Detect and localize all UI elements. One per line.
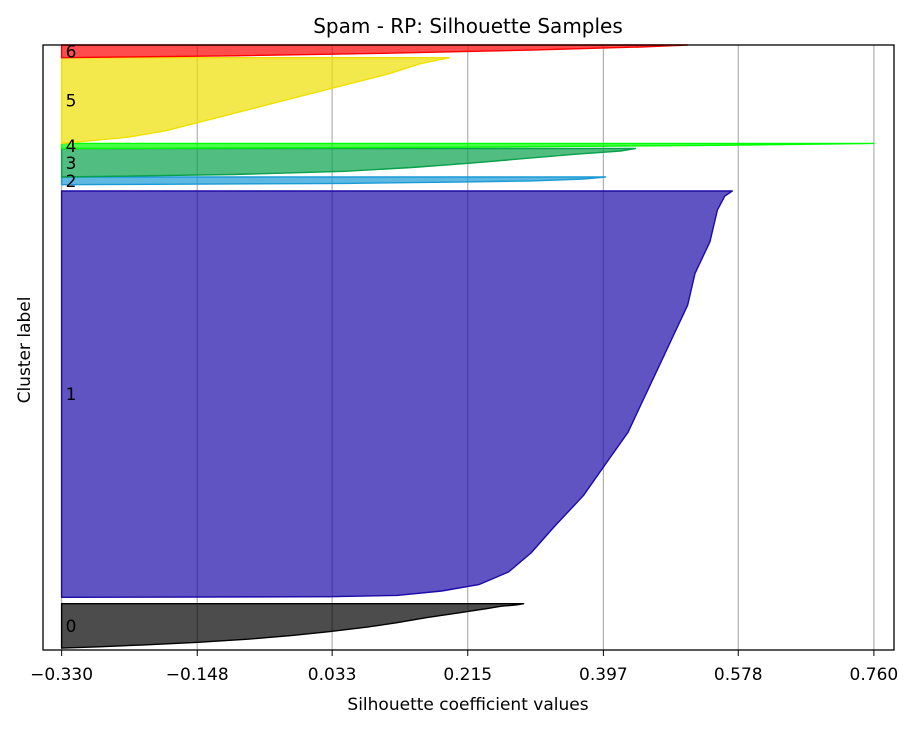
plot-frame	[42, 44, 895, 651]
cluster-label-3: 3	[66, 154, 77, 174]
cluster-6-silhouette	[60, 44, 689, 59]
cluster-label-4: 4	[66, 137, 77, 157]
x-tick-label: 0.578	[714, 665, 763, 685]
y-axis-label: Cluster label	[15, 297, 35, 404]
x-tick-label: 0.397	[579, 665, 628, 685]
cluster-4-silhouette	[60, 142, 875, 150]
cluster-label-5: 5	[66, 92, 77, 112]
cluster-0-silhouette	[60, 603, 525, 649]
cluster-2-silhouette	[60, 176, 607, 186]
x-tick-label: 0.033	[308, 665, 357, 685]
cluster-3-silhouette	[60, 147, 637, 178]
x-axis-ticks: −0.330 −0.148 0.033 0.215 0.397 0.578 0.760	[30, 650, 898, 685]
cluster-labels: 0 1 234 5 6	[66, 42, 77, 637]
cluster-5-silhouette	[60, 57, 450, 145]
cluster-label-0: 0	[66, 617, 77, 637]
x-tick-label: 0.215	[443, 665, 492, 685]
cluster-label-6: 6	[66, 42, 77, 62]
chart-title: Spam - RP: Silhouette Samples	[313, 14, 623, 38]
x-tick-label: 0.760	[850, 665, 899, 685]
x-tick-label: −0.148	[166, 665, 229, 685]
cluster-1-silhouette	[60, 190, 733, 598]
cluster-silhouettes	[60, 44, 875, 649]
x-tick-label: −0.330	[30, 665, 93, 685]
x-axis-label: Silhouette coefficient values	[347, 695, 588, 715]
cluster-label-2: 2	[66, 172, 77, 192]
cluster-label-1: 1	[66, 385, 77, 405]
